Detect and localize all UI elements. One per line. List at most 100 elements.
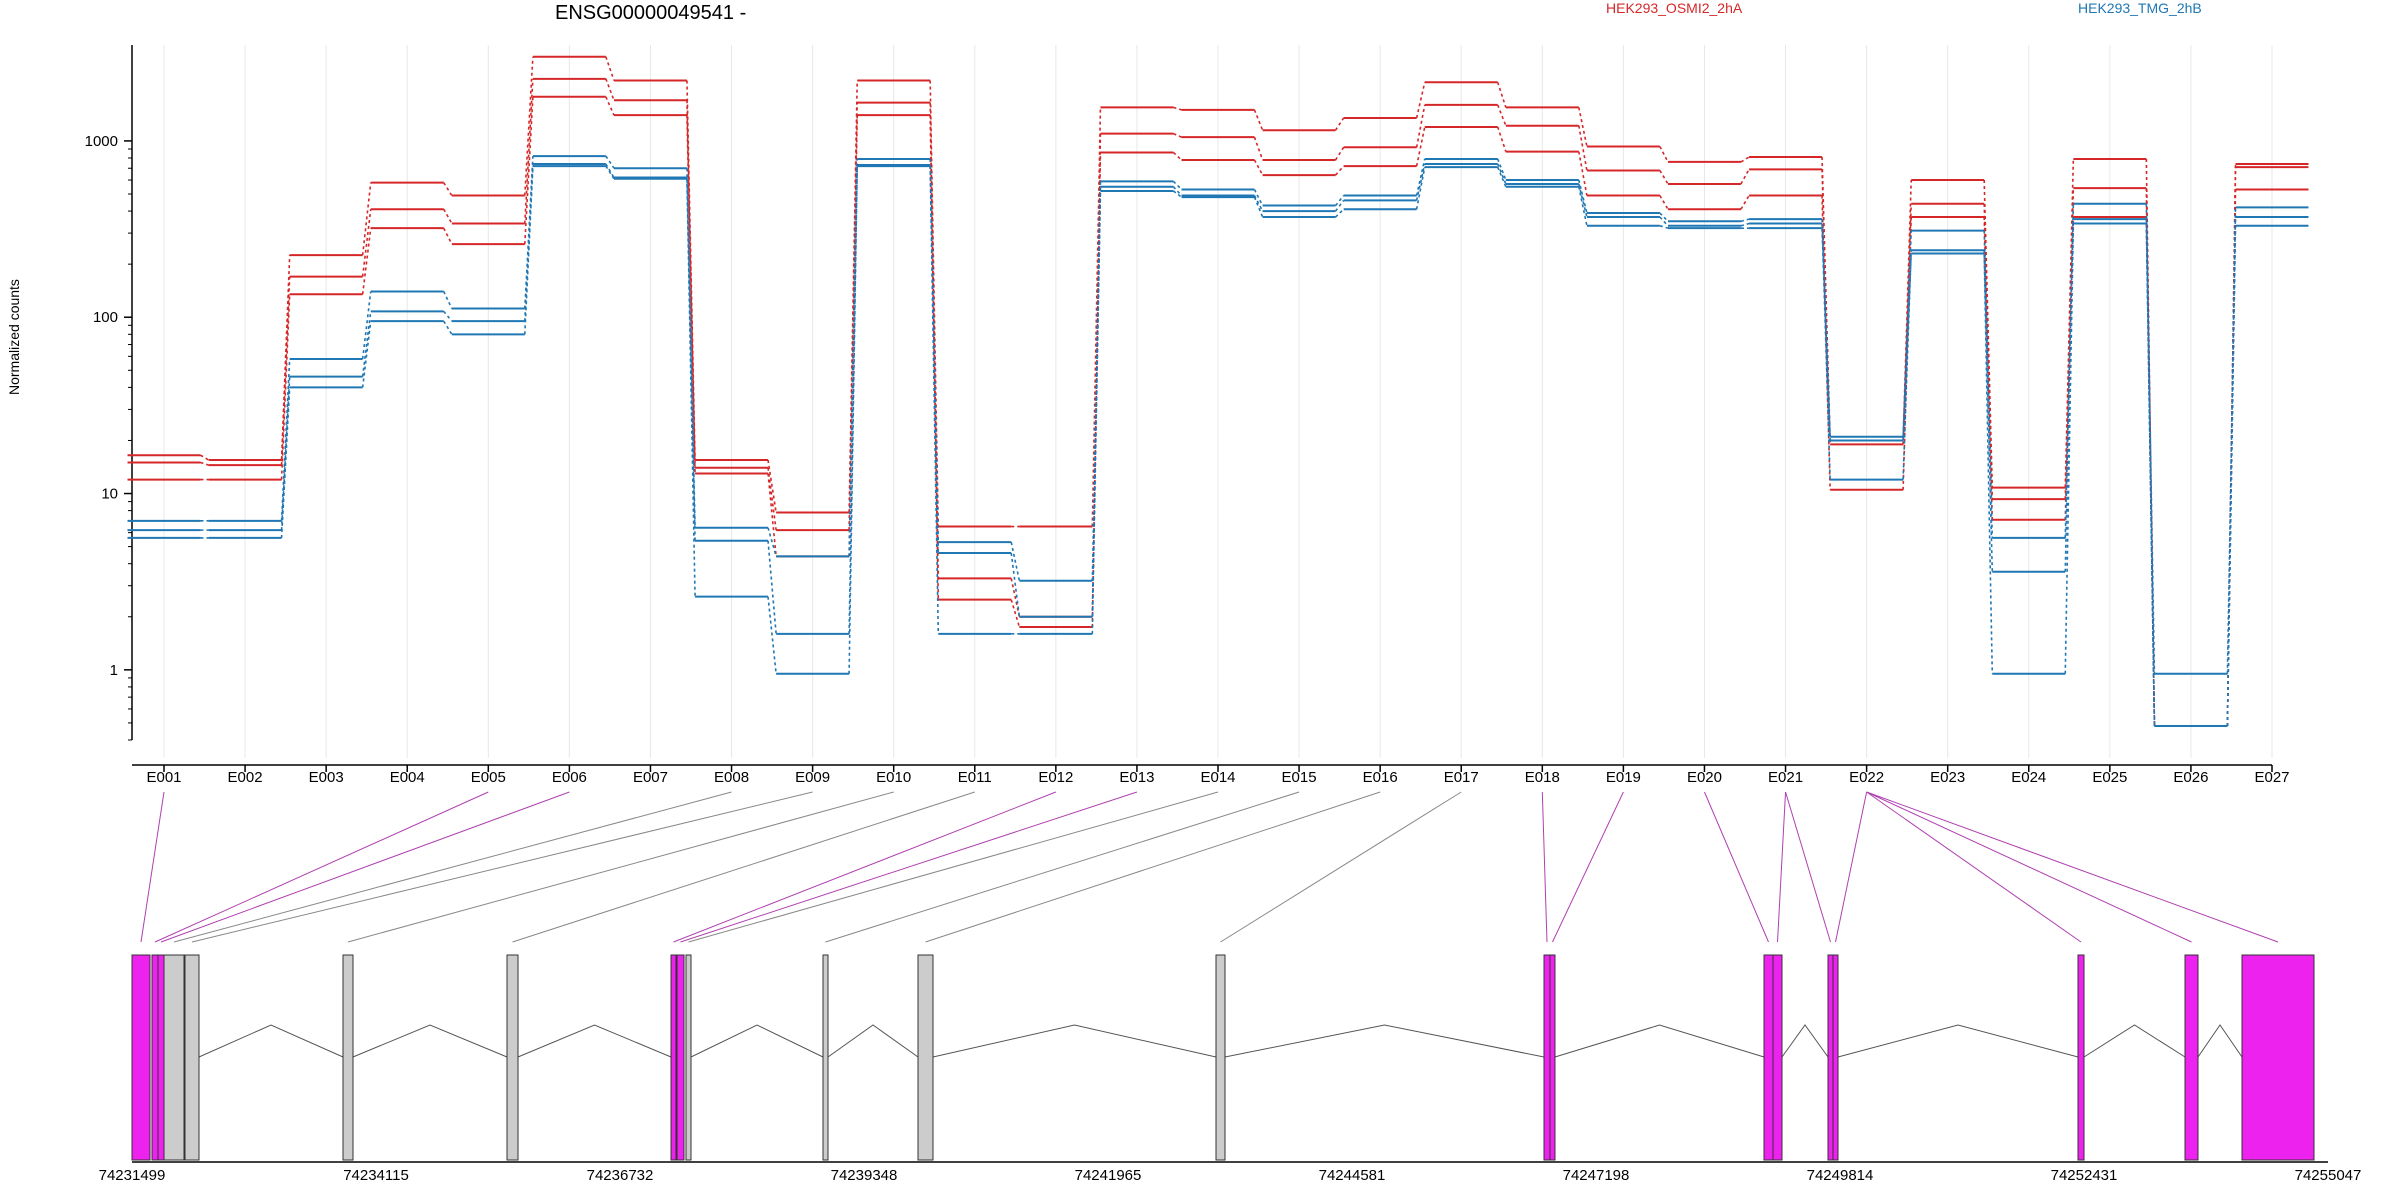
series-connector (280, 294, 291, 480)
x-tick-label: E007 (633, 769, 668, 786)
series-connector (1659, 195, 1669, 210)
y-tick-label: 1000 (85, 133, 118, 150)
series-connector (1740, 168, 1750, 185)
genomic-tick-label: 74239348 (831, 1167, 898, 1184)
series-connector (1334, 199, 1345, 212)
series-connector (443, 208, 453, 224)
series-connector (1496, 104, 1507, 126)
series-connector (443, 310, 453, 322)
series-connector (605, 78, 615, 101)
series-connector (1659, 216, 1669, 227)
exon-connector (154, 791, 489, 943)
series-connector (1659, 170, 1669, 185)
exon-box (151, 954, 159, 1161)
x-tick-label: E002 (228, 769, 263, 786)
series-connector (523, 96, 534, 245)
x-tick-label: E027 (2254, 769, 2289, 786)
x-tick-label: E010 (876, 769, 911, 786)
series-connector (767, 596, 777, 674)
x-tick-label: E023 (1930, 769, 1965, 786)
series-connector (605, 56, 615, 81)
x-tick-label: E015 (1282, 769, 1317, 786)
legend-item-tmg: HEK293_TMG_2hB (2078, 0, 2202, 16)
series-connector (280, 255, 291, 461)
series-connector (1983, 203, 1994, 500)
series-connector (280, 387, 291, 538)
exon-box (163, 954, 185, 1161)
series-connector (1091, 190, 1102, 634)
x-tick-label: E020 (1687, 769, 1722, 786)
exon-connector (173, 791, 732, 943)
x-tick-label: E018 (1525, 769, 1560, 786)
exon-box (917, 954, 934, 1161)
genomic-tick-label: 74234115 (343, 1167, 409, 1184)
exon-box (1543, 954, 1551, 1161)
legend-item-osmi: HEK293_OSMI2_2hA (1606, 0, 1743, 16)
x-tick-label: E016 (1363, 769, 1398, 786)
exon-connector (688, 791, 1219, 943)
intron-line (1224, 1024, 1545, 1058)
series-connector (2064, 188, 2075, 500)
x-tick-label: E014 (1200, 769, 1235, 786)
series-connector (443, 320, 453, 335)
intron-line (1837, 1024, 2079, 1058)
series-connector (767, 473, 777, 557)
x-tick-label: E011 (958, 769, 992, 786)
series-connector (443, 227, 453, 245)
series-connector (1172, 180, 1183, 191)
intron-line (352, 1024, 508, 1058)
exon-connector (680, 791, 1138, 943)
series-connector (523, 166, 534, 335)
genomic-tick-label: 74247198 (1563, 1167, 1630, 1184)
exon-box (157, 954, 165, 1161)
series-connector (1334, 165, 1345, 176)
series-connector (1659, 225, 1669, 229)
series-connector (605, 96, 615, 116)
series-connector (1415, 163, 1426, 201)
series-connector (1902, 230, 1913, 437)
series-connector (1172, 186, 1183, 197)
series-connector (1253, 136, 1264, 161)
exon-box (1827, 954, 1834, 1161)
exon-connector (1552, 791, 1624, 943)
series-connector (1659, 212, 1669, 222)
intron-line (2197, 1024, 2243, 1058)
series-connector (1578, 186, 1588, 226)
exon-connector (1777, 791, 1787, 943)
series-connector (1010, 599, 1021, 628)
x-tick-label: E019 (1606, 769, 1641, 786)
series-connector (1010, 541, 1021, 581)
series-connector (1415, 104, 1426, 148)
intron-line (1554, 1024, 1765, 1058)
x-tick-label: E024 (2011, 769, 2046, 786)
series-connector (1334, 117, 1345, 131)
x-tick-label: E025 (2092, 769, 2127, 786)
y-tick-label: 1 (110, 662, 118, 679)
exon-connector (1704, 791, 1769, 943)
exon-box (1832, 954, 1839, 1161)
series-connector (1983, 253, 1994, 674)
exon-connector (347, 791, 894, 943)
series-connector (361, 182, 372, 256)
series-connector (1415, 126, 1426, 167)
series-connector (361, 311, 372, 377)
exon-connector (1866, 791, 2279, 943)
exon-connector (1866, 791, 2192, 943)
series-connector (1578, 151, 1588, 196)
exon-box (131, 954, 151, 1161)
exon-connector (140, 791, 165, 943)
exon-box (670, 954, 677, 1161)
series-connector (523, 56, 534, 196)
y-tick-label: 100 (93, 309, 118, 326)
series-connector (361, 228, 372, 295)
series-connector (767, 527, 777, 557)
exon-box (2241, 954, 2315, 1161)
intron-line (517, 1024, 672, 1058)
series-connector (767, 459, 777, 513)
series-connector (1740, 156, 1750, 163)
series-connector (605, 165, 615, 180)
series-connector (1253, 109, 1264, 131)
genomic-tick-label: 74252431 (2051, 1167, 2118, 1184)
exon-box (2184, 954, 2199, 1161)
series-connector (1253, 189, 1264, 206)
